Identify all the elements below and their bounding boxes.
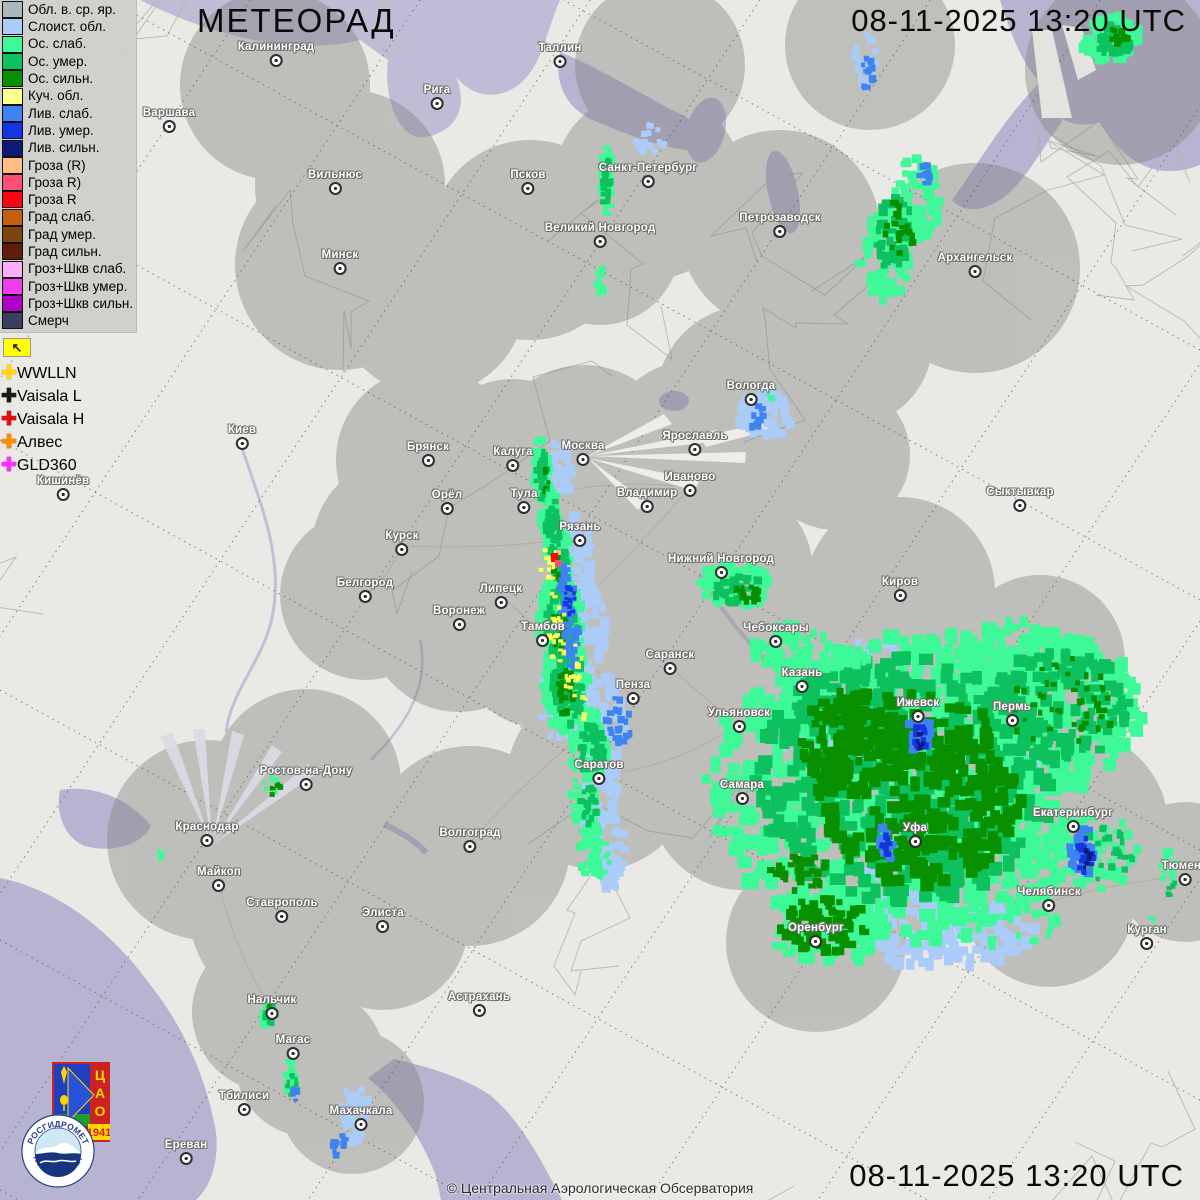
legend-swatch	[2, 104, 23, 122]
legend-label: Смерч	[28, 313, 69, 329]
legend-row-17: Гроз+Шкв сильн.	[2, 295, 134, 313]
legend-swatch	[2, 243, 23, 261]
legend-swatch	[2, 156, 23, 174]
legend-label: Град сильн.	[28, 244, 102, 260]
lightning-source-label: Vaisala L	[17, 387, 82, 405]
legend-swatch	[2, 35, 23, 53]
legend-row-9: Гроза (R)	[2, 156, 133, 174]
lightning-row-2: ✚ Vaisala H	[1, 408, 84, 431]
legend-label: Ос. умер.	[28, 53, 88, 69]
legend-row-3: Ос. умер.	[2, 53, 133, 71]
legend-row-1: Слоист. обл.	[2, 18, 133, 36]
legend-label: Гроз+Шкв слаб.	[28, 261, 127, 277]
lightning-cross-icon: ✚	[1, 363, 17, 384]
page-title: МЕТЕОРАД	[197, 2, 396, 39]
legend-swatch	[2, 295, 23, 313]
roshydromet-logo: РОСГИДРОМЕТ ROSHYDROMET	[21, 1114, 95, 1188]
legend-swatch	[2, 53, 23, 71]
legend-label: Лив. слаб.	[28, 105, 93, 121]
legend-label: Куч. обл.	[28, 88, 84, 104]
legend-swatch	[2, 191, 23, 209]
lightning-source-label: WWLLN	[17, 364, 77, 382]
legend-swatch	[2, 87, 23, 105]
lightning-sources-legend: ✚ WWLLN ✚ Vaisala L ✚ Vaisala H ✚ Алвес ✚ GLD360	[1, 362, 84, 477]
legend-row-8: Лив. сильн.	[2, 139, 133, 157]
legend-label: Лив. сильн.	[28, 140, 100, 156]
legend-row-18: Смерч	[2, 312, 133, 330]
legend-row-16: Гроз+Шкв умер.	[2, 277, 133, 295]
legend-label: Гроза (R)	[28, 157, 86, 173]
legend-swatch	[2, 139, 23, 157]
legend-row-11: Гроза R	[2, 191, 133, 209]
squall-marker-icon: ↖	[3, 338, 31, 357]
datetime-top: 08-11-2025 13:20 UTC	[851, 3, 1186, 38]
legend-swatch	[2, 122, 23, 140]
legend-row-2: Ос. слаб.	[2, 35, 133, 53]
legend-label: Слоист. обл.	[28, 19, 107, 35]
lightning-cross-icon: ✚	[1, 409, 17, 430]
legend-label: Гроза R	[28, 192, 77, 208]
datetime-bottom: 08-11-2025 13:20 UTC	[849, 1158, 1184, 1193]
lightning-cross-icon: ✚	[1, 455, 17, 476]
legend-label: Град умер.	[28, 226, 96, 242]
legend-swatch	[2, 70, 23, 88]
legend-row-4: Ос. сильн.	[2, 70, 133, 88]
legend-row-15: Гроз+Шкв слаб.	[2, 260, 133, 278]
lightning-row-0: ✚ WWLLN	[1, 362, 84, 385]
lightning-row-1: ✚ Vaisala L	[1, 385, 84, 408]
legend-row-7: Лив. умер.	[2, 122, 133, 140]
legend-swatch	[2, 1, 23, 19]
legend-row-12: Град слаб.	[2, 208, 133, 226]
legend-row-10: Гроза R)	[2, 174, 133, 192]
lightning-cross-icon: ✚	[1, 432, 17, 453]
lightning-source-label: GLD360	[17, 456, 77, 474]
cao-year: 1941	[87, 1127, 110, 1139]
legend-row-14: Град сильн.	[2, 243, 133, 261]
lightning-source-label: Алвес	[17, 433, 63, 451]
precipitation-layer	[156, 11, 1179, 1159]
lightning-cross-icon: ✚	[1, 386, 17, 407]
legend-swatch	[2, 174, 23, 192]
legend-label: Гроз+Шкв сильн.	[28, 295, 134, 311]
lightning-row-4: ✚ GLD360	[1, 454, 84, 477]
legend-label: Обл. в. ср. яр.	[28, 1, 117, 17]
legend-label: Лив. умер.	[28, 122, 94, 138]
legend-label: Ос. сильн.	[28, 71, 94, 87]
legend-row-6: Лив. слаб.	[2, 104, 133, 122]
legend-label: Ос. слаб.	[28, 36, 87, 52]
precipitation-legend: Обл. в. ср. яр. Слоист. обл. Ос. слаб. Ос. …	[0, 0, 138, 333]
legend-swatch	[2, 312, 23, 330]
legend-swatch	[2, 18, 23, 36]
lightning-source-label: Vaisala H	[17, 410, 85, 428]
legend-label: Гроза R)	[28, 174, 82, 190]
legend-swatch	[2, 277, 23, 295]
legend-swatch	[2, 226, 23, 243]
legend-swatch	[2, 260, 23, 278]
legend-label: Гроз+Шкв умер.	[28, 278, 128, 294]
attribution: © Центральная Аэрологическая Обсерватори…	[446, 1180, 754, 1196]
legend-swatch	[2, 208, 23, 226]
legend-label: Град слаб.	[28, 209, 95, 225]
legend-row-5: Куч. обл.	[2, 87, 133, 105]
lightning-row-3: ✚ Алвес	[1, 431, 84, 454]
legend-row-13: Град умер.	[2, 226, 133, 243]
cao-letter-1: Ц	[95, 1067, 106, 1083]
legend-row-0: Обл. в. ср. яр.	[2, 1, 133, 19]
